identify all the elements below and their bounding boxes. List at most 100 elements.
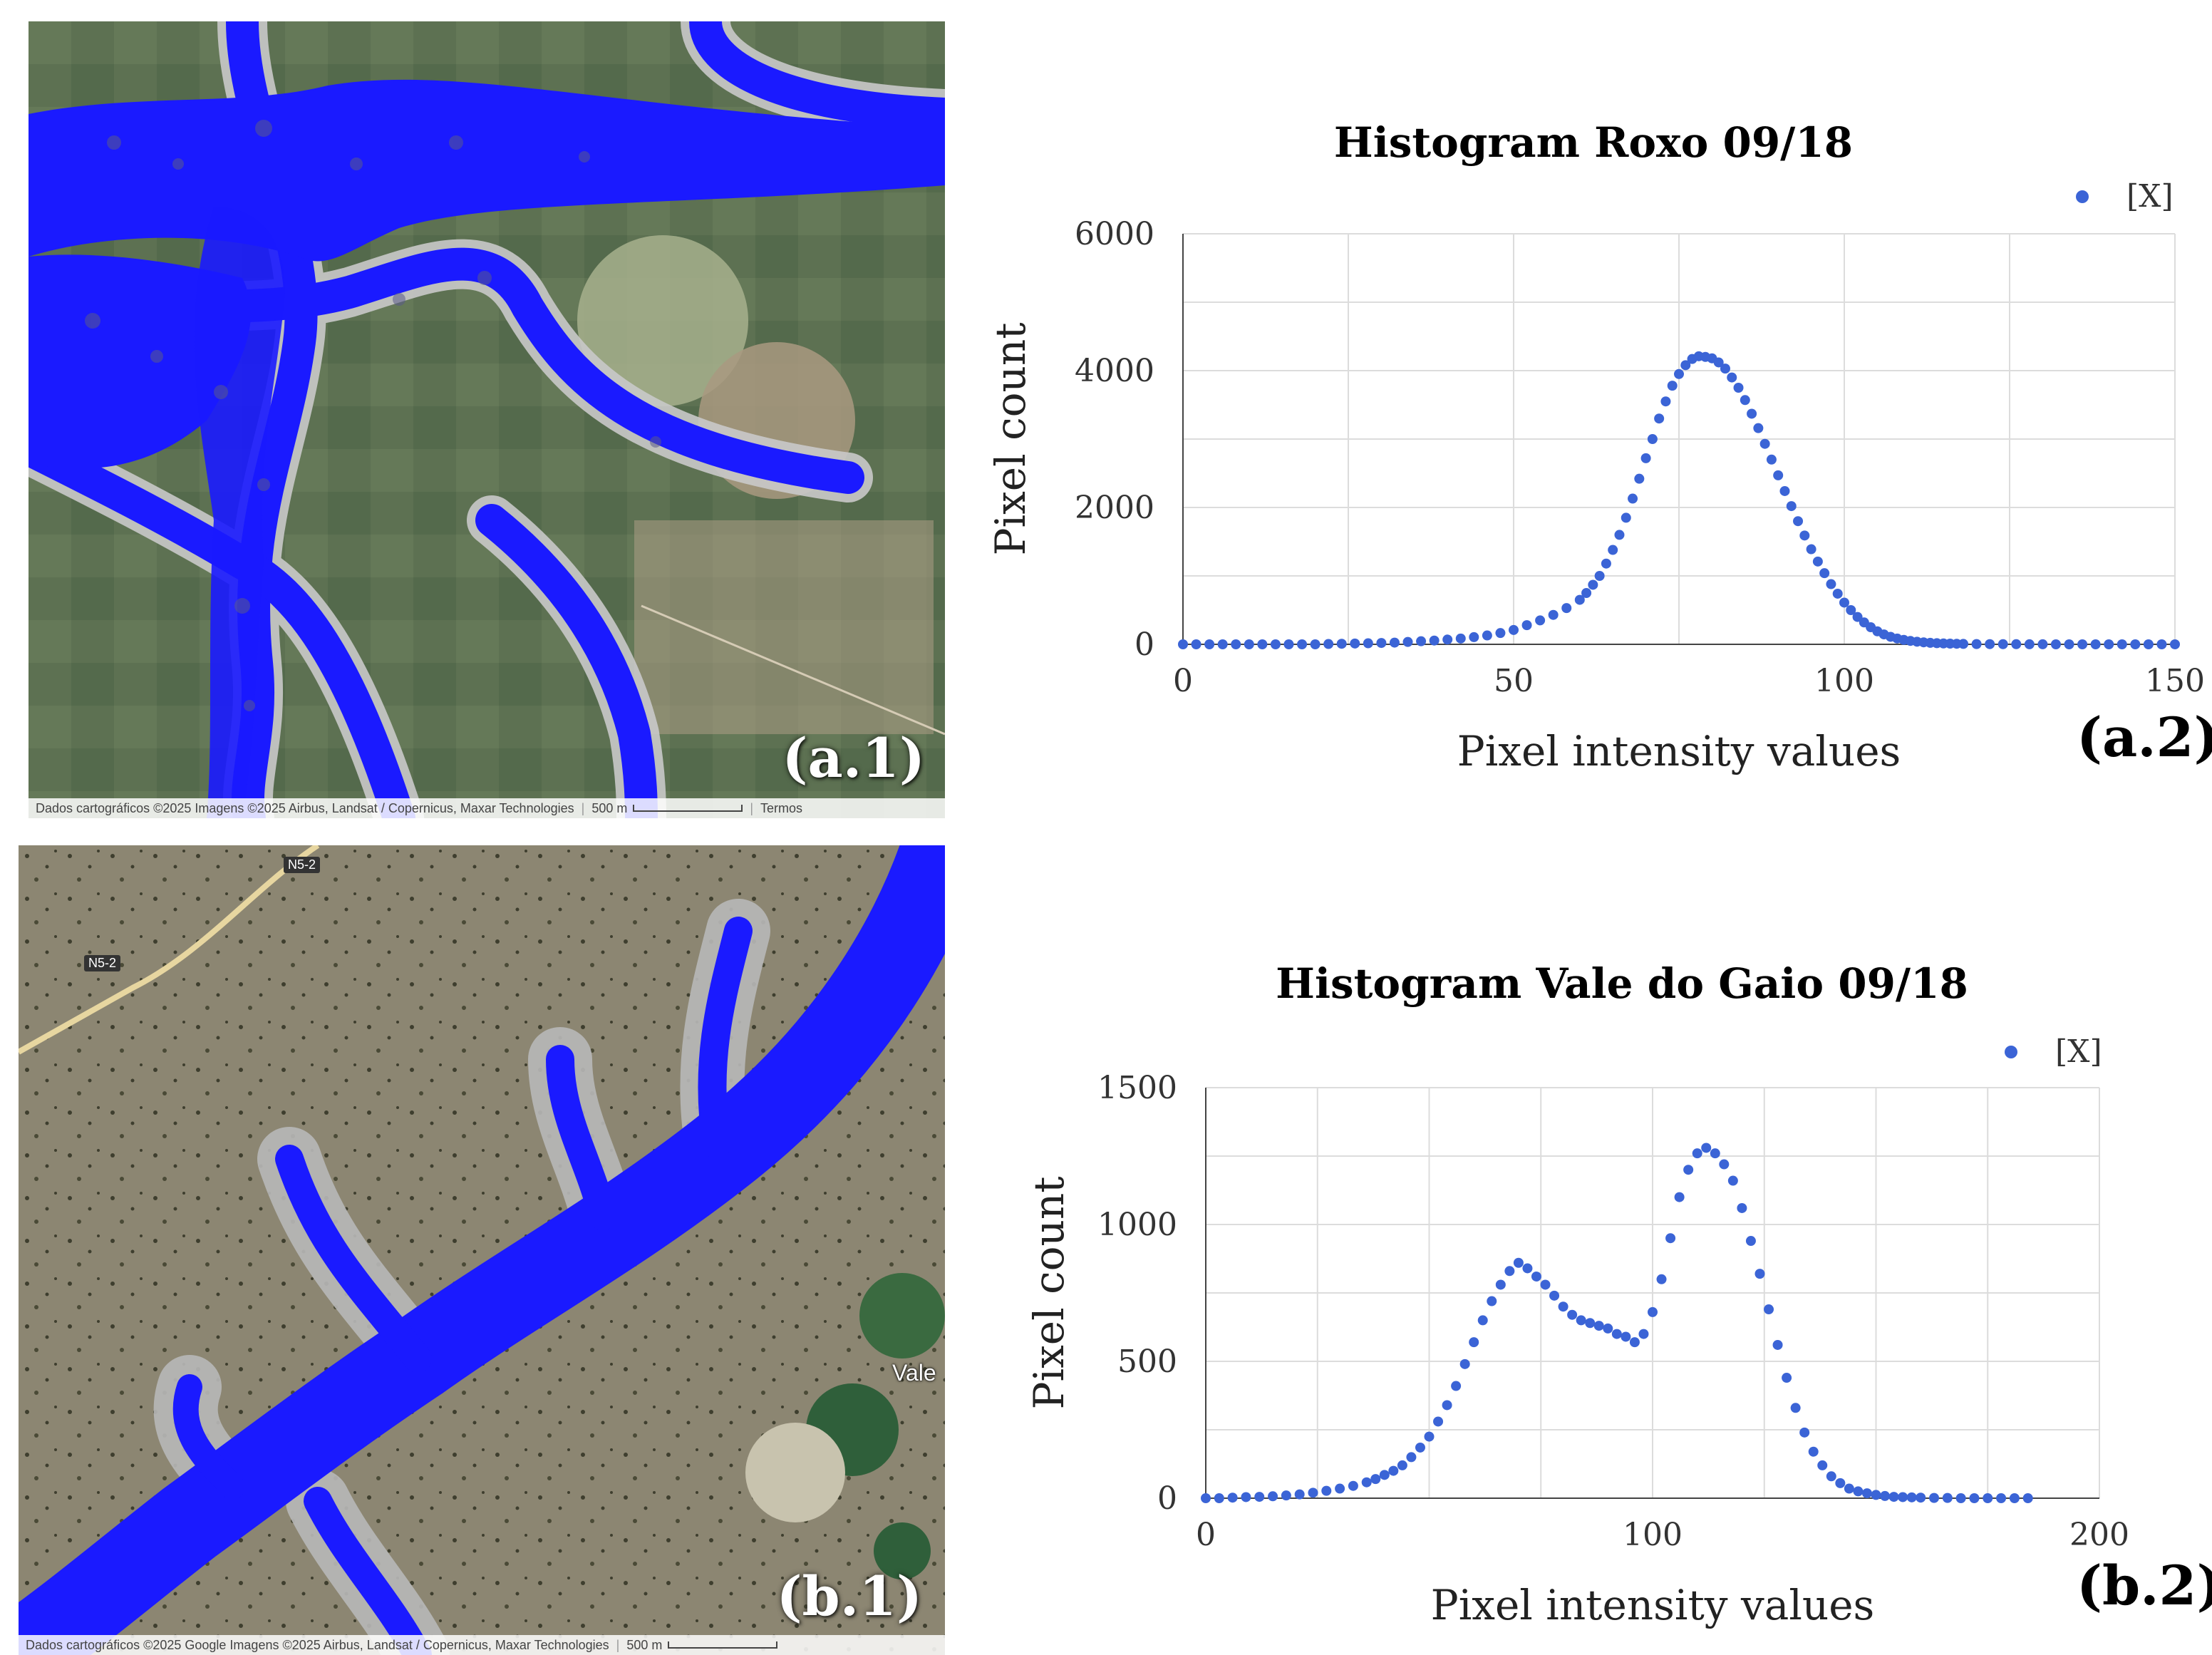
data-point [1558, 1301, 1568, 1312]
data-point [1482, 630, 1492, 641]
data-point [1308, 1488, 1318, 1498]
map-panel-a1: (a.1) Dados cartográficos ©2025 Imagens … [29, 21, 945, 818]
data-point [2024, 639, 2035, 649]
data-point [1509, 624, 1519, 635]
legend-marker [2076, 190, 2089, 203]
map-attribution-a1: Dados cartográficos ©2025 Imagens ©2025 … [29, 798, 945, 818]
data-point [1826, 579, 1836, 589]
x-axis-label: Pixel intensity values [1431, 1581, 1875, 1629]
legend-label: [X] [2055, 1033, 2102, 1070]
reservoir-water [19, 845, 945, 1655]
data-point [1674, 368, 1684, 379]
data-point [1955, 1493, 1966, 1503]
data-point [1603, 1323, 1613, 1334]
y-tick-label: 1000 [1097, 1207, 1177, 1243]
data-point [1433, 1416, 1444, 1427]
field-plot [634, 520, 934, 734]
histogram-roxo-chart: 0 50 100 150 0 2000 4000 6000 Histogram Roxo 09… [986, 118, 2205, 775]
data-point [1581, 588, 1592, 598]
data-point [1561, 603, 1572, 614]
data-point [1335, 1483, 1345, 1494]
data-point [1608, 545, 1618, 555]
y-tick-label: 0 [1157, 1480, 1177, 1517]
x-tick-label: 0 [1173, 663, 1193, 699]
data-point [1660, 396, 1671, 407]
data-point [1634, 473, 1645, 484]
data-point [1397, 1460, 1407, 1470]
data-point [1535, 615, 1546, 626]
data-point [1217, 639, 1228, 649]
data-point [1244, 639, 1254, 649]
data-point [1747, 408, 1757, 419]
scale-bar [668, 1641, 778, 1649]
data-point [1281, 1490, 1291, 1501]
chart-title: Histogram Vale do Gaio 09/18 [1276, 959, 1968, 1008]
y-tick-label: 4000 [1075, 353, 1154, 389]
data-point [1817, 1460, 1828, 1470]
data-point [1469, 1337, 1479, 1348]
data-point [1379, 1470, 1390, 1480]
data-point [1469, 631, 1479, 642]
data-point [1853, 1486, 1864, 1497]
data-point [1477, 1315, 1488, 1326]
data-point [1455, 633, 1466, 644]
data-point [1521, 620, 1532, 631]
data-point [1574, 594, 1585, 605]
data-point [1985, 639, 1995, 649]
data-point [1451, 1381, 1462, 1391]
data-point [1611, 1329, 1622, 1339]
x-tick-label: 100 [1623, 1517, 1683, 1553]
data-point [1898, 1492, 1908, 1502]
data-point [1389, 637, 1400, 648]
data-point [1880, 1490, 1891, 1501]
data-point [1983, 1493, 1993, 1503]
data-point [1294, 1489, 1305, 1500]
data-point [2130, 639, 2141, 649]
data-point [1826, 1471, 1836, 1482]
panel-label-a2: (a.2) [2077, 706, 2212, 769]
data-point [1861, 1488, 1872, 1499]
data-point [1424, 1431, 1435, 1442]
data-point [1388, 1465, 1399, 1476]
data-point [1257, 639, 1268, 649]
data-point [2143, 639, 2154, 649]
data-point [2077, 639, 2088, 649]
data-point [1929, 1492, 1940, 1503]
data-point [1737, 1202, 1747, 1213]
terms-link[interactable]: Termos [760, 800, 803, 815]
data-point [1594, 571, 1605, 581]
data-point [1958, 639, 1969, 649]
data-point [1621, 512, 1631, 523]
data-point [1323, 639, 1334, 649]
data-point [2064, 639, 2074, 649]
irrigation-circle [745, 1423, 845, 1522]
data-point [1640, 453, 1651, 463]
x-tick-label: 150 [2145, 663, 2205, 699]
scale-label: 500 m [626, 1637, 663, 1652]
data-point [1844, 1483, 1854, 1494]
data-point [1819, 568, 1830, 579]
data-point [1601, 558, 1611, 569]
data-point [1713, 357, 1724, 368]
scale-bar [633, 805, 743, 812]
data-point [1336, 639, 1347, 649]
data-point [1745, 1236, 1756, 1247]
data-point [1513, 1257, 1524, 1268]
data-point [1191, 639, 1201, 649]
data-point [2037, 639, 2048, 649]
data-point [1442, 634, 1453, 645]
data-point [1297, 639, 1308, 649]
data-point [1576, 1315, 1586, 1326]
data-point [1648, 1306, 1658, 1317]
data-point [1772, 1339, 1783, 1350]
data-point [1593, 1321, 1604, 1331]
road-label: N5-2 [84, 955, 121, 971]
data-point [1214, 1493, 1224, 1503]
data-point [1370, 1474, 1381, 1485]
y-axis-label: Pixel count [1025, 1176, 1073, 1409]
data-point [1942, 1492, 1953, 1503]
legend-marker [2005, 1046, 2017, 1058]
data-point [1835, 1478, 1846, 1488]
data-point [2022, 1493, 2033, 1503]
data-point [1773, 470, 1784, 480]
